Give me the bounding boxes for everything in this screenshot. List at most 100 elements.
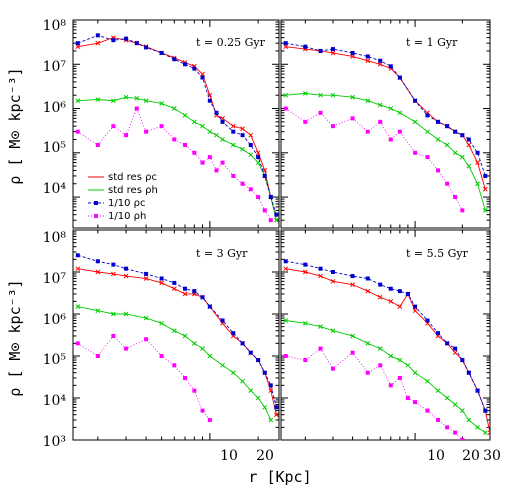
- point-1-10-c-7: [172, 57, 177, 62]
- point-1-10-c-11: [436, 119, 441, 124]
- point-std-res-c-8: [397, 304, 403, 309]
- legend-label-tenth-rho-h: 1/10 ρh: [108, 211, 146, 222]
- point-std-res-h-12: [444, 142, 450, 148]
- point-1-10-h-19: [268, 218, 273, 223]
- point-1-10-h-6: [159, 124, 164, 129]
- point-std-res-h-20: [274, 217, 279, 223]
- point-1-10-c-0: [75, 253, 80, 258]
- xtick-left-20: 20: [256, 448, 274, 464]
- point-std-res-h-3: [330, 92, 336, 98]
- point-1-10-c-0: [283, 259, 288, 264]
- point-1-10-h-3: [124, 346, 129, 351]
- point-1-10-h-9: [405, 396, 410, 400]
- point-std-res-h-18: [482, 430, 488, 435]
- point-1-10-c-3: [330, 47, 335, 52]
- point-std-res-c-6: [377, 294, 383, 300]
- point-std-res-h-5: [143, 98, 149, 104]
- point-1-10-h-8: [192, 388, 197, 393]
- point-std-res-h-14: [459, 154, 465, 160]
- point-1-10-c-6: [378, 58, 383, 63]
- point-std-res-h-10: [200, 123, 205, 129]
- point-1-10-c-14: [453, 346, 458, 351]
- point-1-10-c-3: [124, 36, 129, 41]
- point-std-res-h-4: [134, 95, 140, 101]
- point-1-10-h-13: [220, 160, 225, 165]
- point-std-res-c-0: [283, 44, 289, 50]
- point-std-res-h-9: [200, 346, 205, 351]
- point-std-res-h-14: [230, 142, 236, 148]
- point-1-10-h-0: [283, 106, 288, 111]
- point-1-10-c-14: [231, 129, 236, 134]
- point-1-10-c-10: [425, 113, 430, 118]
- point-1-10-c-20: [274, 212, 279, 217]
- point-std-res-c-0: [283, 266, 289, 272]
- point-std-res-h-7: [388, 353, 394, 359]
- point-1-10-h-11: [207, 155, 212, 160]
- point-1-10-c-13: [453, 129, 458, 134]
- panel-data: [283, 259, 490, 440]
- point-std-res-h-12: [214, 132, 219, 138]
- point-std-res-c-6: [171, 286, 177, 292]
- point-1-10-h-5: [365, 370, 370, 375]
- point-std-res-c-16: [248, 132, 254, 138]
- point-std-res-h-12: [230, 370, 236, 376]
- point-1-10-h-9: [200, 408, 205, 413]
- point-1-10-c-16: [248, 143, 253, 148]
- point-1-10-h-7: [388, 383, 393, 388]
- point-1-10-c-12: [436, 331, 441, 336]
- point-1-10-c-15: [240, 133, 245, 138]
- ytick-bottom-2: 10⁶: [43, 312, 67, 328]
- point-1-10-c-13: [445, 341, 450, 346]
- point-1-10-h-2: [111, 333, 116, 338]
- point-1-10-h-2: [318, 110, 323, 115]
- point-1-10-c-12: [231, 331, 236, 336]
- point-std-res-h-8: [191, 341, 197, 346]
- panel-frame: [72, 229, 280, 441]
- point-std-res-c-15: [240, 126, 245, 132]
- point-1-10-c-11: [425, 318, 430, 323]
- point-std-res-h-2: [318, 324, 323, 329]
- point-std-res-h-6: [377, 102, 383, 108]
- point-1-10-c-15: [466, 137, 471, 142]
- point-1-10-c-8: [183, 62, 188, 67]
- point-1-10-c-8: [397, 75, 402, 80]
- point-std-res-h-11: [435, 137, 441, 142]
- point-std-res-h-2: [111, 311, 116, 317]
- panel-title-3: t = 5.5 Gyr: [406, 247, 469, 260]
- point-1-10-c-4: [134, 41, 139, 46]
- point-std-res-h-8: [397, 110, 403, 116]
- legend-marker-tenth-rho-c: [94, 201, 98, 205]
- point-1-10-h-12: [214, 168, 219, 173]
- point-1-10-c-18: [274, 405, 279, 410]
- point-std-res-h-3: [123, 94, 129, 100]
- point-1-10-c-1: [303, 262, 308, 267]
- point-std-res-h-13: [452, 150, 458, 156]
- point-std-res-c-13: [220, 115, 225, 121]
- legend-item-std-res-rho-h: std res ρh: [88, 185, 158, 196]
- point-1-10-c-11: [220, 318, 225, 323]
- point-1-10-c-12: [214, 110, 219, 115]
- ytick-top-1: 10⁷: [43, 59, 67, 75]
- point-std-res-h-9: [191, 119, 197, 125]
- point-std-res-h-4: [350, 94, 355, 100]
- ytick-top-3: 10⁵: [43, 140, 67, 156]
- point-std-res-c-2: [111, 271, 116, 277]
- point-1-10-c-6: [159, 50, 164, 55]
- point-std-res-c-3: [330, 50, 336, 56]
- point-std-res-h-9: [412, 119, 418, 125]
- panel-t-3-gyr: [72, 229, 280, 441]
- point-std-res-h-3: [330, 328, 336, 334]
- point-1-10-h-13: [453, 195, 458, 200]
- point-1-10-h-3: [330, 366, 335, 371]
- point-1-10-h-7: [172, 137, 177, 142]
- xtick-right-10: 10: [427, 448, 445, 464]
- point-std-res-h-0: [283, 318, 289, 323]
- point-1-10-h-11: [425, 408, 430, 413]
- point-std-res-h-3: [123, 311, 129, 317]
- point-1-10-c-10: [413, 304, 418, 309]
- point-std-res-h-1: [302, 91, 308, 96]
- point-1-10-c-1: [95, 33, 100, 38]
- point-std-res-h-13: [444, 395, 450, 401]
- point-1-10-c-19: [268, 195, 273, 200]
